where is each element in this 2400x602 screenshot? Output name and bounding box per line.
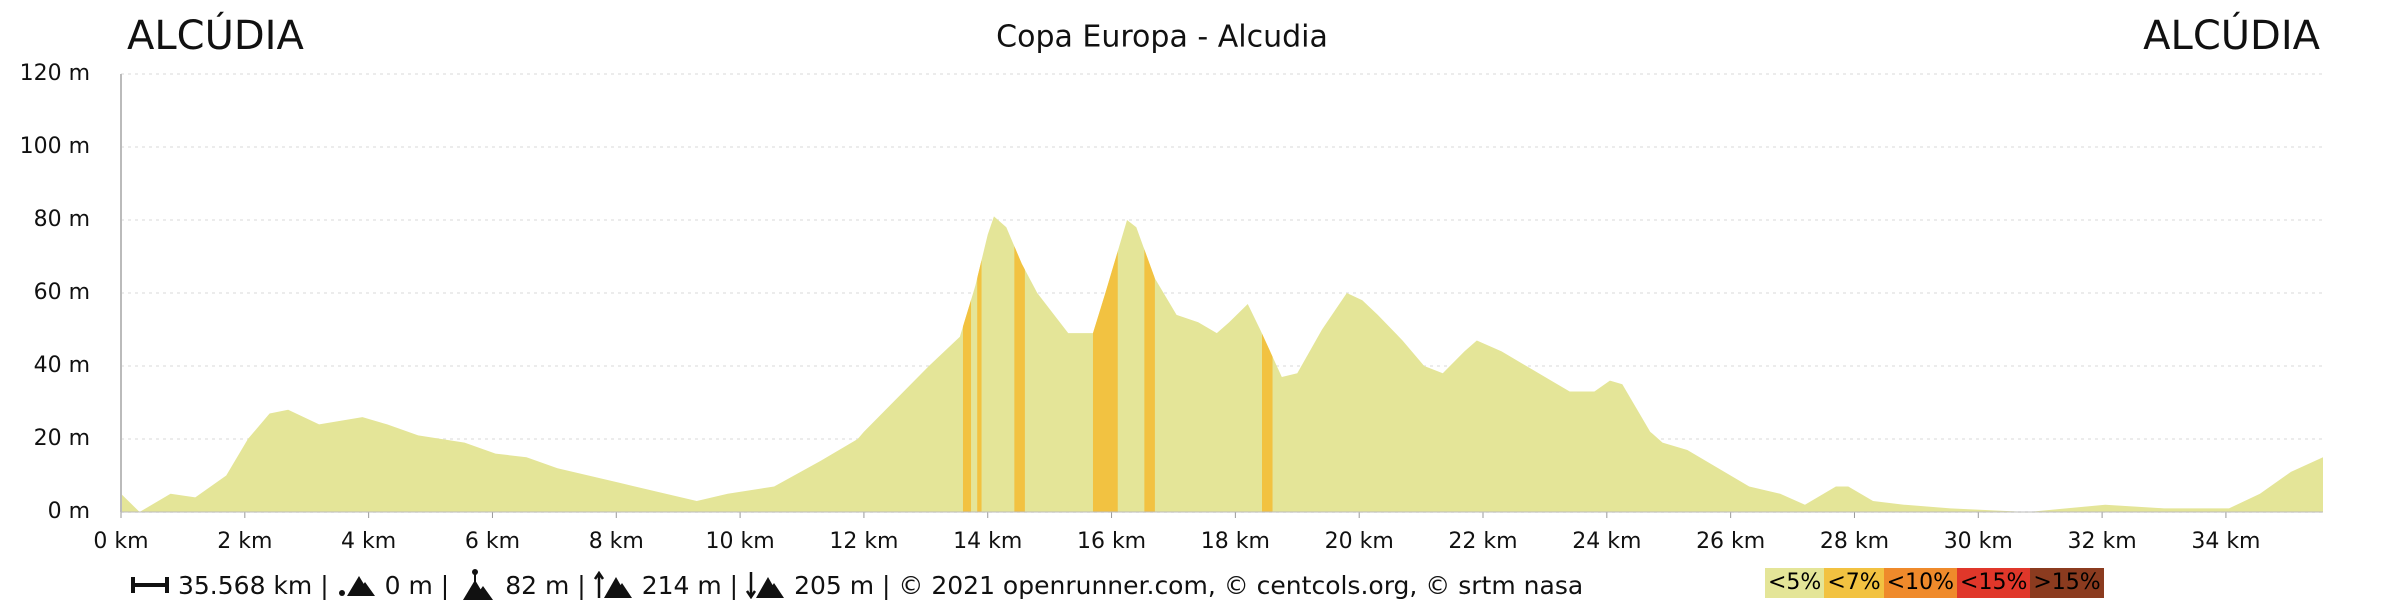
x-tick-label: 22 km [1448,529,1517,554]
min-icon [338,576,375,596]
elevation-area [121,216,2323,512]
y-tick-label: 120 m [20,61,90,86]
steep-section [962,216,972,512]
x-tick-label: 12 km [829,529,898,554]
footer-descent: 205 m | © 2021 openrunner.com, © centcol… [794,570,1584,600]
steep-section [1144,216,1155,512]
footer-ascent: 214 m | [641,570,739,600]
x-tick-label: 0 km [93,529,148,554]
x-tick-label: 26 km [1696,529,1765,554]
chart: ALCÚDIA Copa Europa - Alcudia ALCÚDIA 0 … [20,11,2323,554]
x-tick-label: 24 km [1572,529,1641,554]
x-tick-label: 32 km [2068,529,2137,554]
end-label: ALCÚDIA [2143,11,2320,59]
start-label: ALCÚDIA [127,11,304,59]
y-tick-label: 20 m [34,426,90,451]
x-tick-label: 20 km [1325,529,1394,554]
y-tick-label: 60 m [34,280,90,305]
x-tick-label: 34 km [2191,529,2260,554]
footer-min: 0 m | [384,570,450,600]
legend-item: <7% [1824,568,1884,598]
footer: 35.568 km | 0 m | 82 m | 214 m | 205 m |… [130,568,1583,602]
legend-item: <5% [1765,568,1825,598]
max-icon [463,569,494,600]
x-tick-label: 8 km [589,529,644,554]
y-tick-label: 80 m [34,207,90,232]
y-tick-label: 0 m [48,499,90,524]
legend-item: >15% [2030,568,2104,598]
y-tick-label: 100 m [20,134,90,159]
x-tick-label: 10 km [706,529,775,554]
x-tick-label: 14 km [953,529,1022,554]
x-tick-label: 6 km [465,529,520,554]
legend-item: <10% [1883,568,1958,598]
steep-section [1261,216,1273,512]
x-tick-label: 4 km [341,529,396,554]
x-tick-label: 16 km [1077,529,1146,554]
descent-icon [746,572,785,599]
steep-section [1014,216,1025,512]
legend-item: <15% [1957,568,2031,598]
x-tick-label: 2 km [217,529,272,554]
steep-section [977,216,982,512]
legend: <5% <7% <10% <15% >15% [1765,568,2104,598]
x-tick-label: 28 km [1820,529,1889,554]
y-tick-label: 40 m [34,353,90,378]
footer-distance: 35.568 km | [178,570,329,600]
footer-max: 82 m | [505,570,586,600]
ascent-icon [593,571,632,598]
distance-icon [131,577,169,593]
x-tick-label: 30 km [1944,529,2013,554]
chart-title: Copa Europa - Alcudia [996,20,1328,55]
x-tick-label: 18 km [1201,529,1270,554]
